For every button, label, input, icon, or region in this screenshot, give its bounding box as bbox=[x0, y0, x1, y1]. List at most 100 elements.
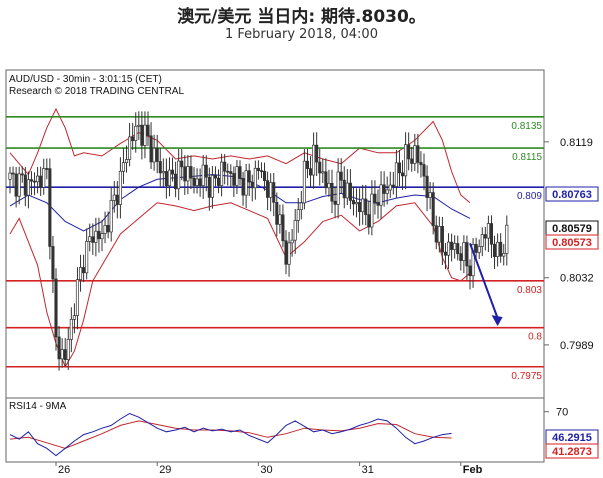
y-tick-label: 0.8032 bbox=[560, 273, 594, 285]
rsi-label: RSI14 - 9MA bbox=[9, 401, 67, 412]
candle-body bbox=[394, 162, 398, 187]
candle-body bbox=[354, 201, 359, 205]
candle-body bbox=[388, 184, 392, 191]
candle-body bbox=[262, 170, 267, 181]
candle-body bbox=[57, 336, 61, 360]
candle-body bbox=[315, 144, 319, 163]
candle-body bbox=[382, 184, 386, 194]
candle-body bbox=[256, 167, 260, 171]
candle-body bbox=[348, 182, 352, 201]
rsi-badge-box bbox=[545, 443, 599, 459]
candle-body bbox=[456, 243, 460, 255]
source-label: Research © 2018 TRADING CENTRAL bbox=[9, 86, 184, 97]
candle-body bbox=[287, 242, 291, 265]
candle-body bbox=[8, 172, 12, 180]
candle-body bbox=[164, 171, 168, 186]
candle-body bbox=[358, 201, 362, 213]
candle-body bbox=[232, 173, 236, 186]
x-tick-label: 29 bbox=[159, 464, 171, 476]
candle-body bbox=[247, 170, 251, 183]
candle-body bbox=[480, 234, 484, 247]
candle-body bbox=[124, 159, 129, 163]
x-tick-label: Feb bbox=[463, 464, 483, 476]
candle-body bbox=[305, 160, 310, 169]
candle-body bbox=[223, 161, 227, 172]
candle-body bbox=[26, 179, 30, 196]
candle-body bbox=[342, 179, 346, 199]
level-label: 0.7975 bbox=[511, 371, 542, 382]
candle-body bbox=[29, 179, 34, 182]
rsi-lines: 70 46.2915 41.2873 bbox=[9, 407, 599, 459]
candle-body bbox=[499, 241, 503, 257]
candle-body bbox=[180, 160, 184, 168]
candle-body bbox=[152, 147, 156, 163]
candle-body bbox=[78, 267, 83, 280]
rsi-panel bbox=[5, 397, 545, 463]
candle-body bbox=[321, 171, 325, 174]
level-label: 0.809 bbox=[517, 191, 542, 202]
candle-body bbox=[327, 182, 331, 189]
candle-body bbox=[336, 171, 340, 205]
candle-body bbox=[118, 170, 122, 205]
candle-body bbox=[45, 168, 49, 170]
candle-body bbox=[100, 233, 104, 240]
candle-body bbox=[112, 194, 116, 201]
candle-body bbox=[204, 164, 208, 178]
candle-body bbox=[48, 168, 52, 247]
candle-body bbox=[486, 223, 490, 239]
candle-body bbox=[60, 349, 64, 360]
candle-body bbox=[94, 230, 98, 243]
candle-body bbox=[385, 189, 389, 194]
candle-body bbox=[477, 246, 481, 253]
candle-body bbox=[361, 198, 365, 213]
candle-body bbox=[106, 225, 110, 233]
candle-body bbox=[66, 339, 70, 360]
candle-body bbox=[275, 202, 279, 225]
candle-body bbox=[241, 177, 245, 196]
candle-body bbox=[308, 168, 313, 176]
candle-body bbox=[23, 174, 27, 196]
candle-body bbox=[397, 162, 402, 174]
candle-body bbox=[471, 243, 475, 277]
candle-body bbox=[128, 136, 132, 160]
candle-body bbox=[502, 253, 506, 257]
candle-body bbox=[407, 144, 411, 160]
candle-body bbox=[226, 170, 230, 173]
candle-body bbox=[17, 173, 21, 197]
candle-body bbox=[39, 175, 43, 188]
time-axis: 26 29 30 31 Feb bbox=[55, 462, 483, 476]
candle-body bbox=[229, 171, 233, 174]
candle-body bbox=[431, 192, 435, 227]
candle-body bbox=[195, 178, 199, 186]
candle-body bbox=[155, 147, 159, 162]
candle-body bbox=[419, 162, 423, 165]
candle-body bbox=[339, 171, 343, 181]
candle-body bbox=[364, 198, 368, 215]
candle-body bbox=[293, 220, 297, 241]
candle-body bbox=[88, 236, 92, 242]
candle-body bbox=[299, 202, 303, 211]
forecast-arrow bbox=[469, 243, 503, 327]
candle-body bbox=[72, 315, 76, 320]
level-label: 0.8 bbox=[528, 332, 542, 343]
x-tick-label: 30 bbox=[260, 464, 272, 476]
candle-body bbox=[186, 166, 190, 182]
candle-body bbox=[330, 182, 334, 202]
candle-body bbox=[281, 214, 285, 242]
candle-body bbox=[167, 169, 172, 186]
price-badge-box bbox=[545, 186, 599, 202]
candle-body bbox=[174, 173, 178, 190]
candle-body bbox=[345, 182, 349, 199]
candle-body bbox=[474, 243, 478, 253]
candle-body bbox=[97, 230, 101, 240]
candle-body bbox=[75, 279, 80, 316]
price-badge: 0.80763 bbox=[552, 189, 592, 201]
candle-body bbox=[143, 124, 147, 146]
candle-body bbox=[391, 184, 395, 187]
candle-body bbox=[324, 171, 328, 189]
candle-body bbox=[284, 240, 288, 265]
candle-body bbox=[312, 144, 316, 176]
candle-body bbox=[11, 172, 15, 175]
candle-body bbox=[121, 162, 126, 172]
candle-body bbox=[149, 135, 153, 163]
